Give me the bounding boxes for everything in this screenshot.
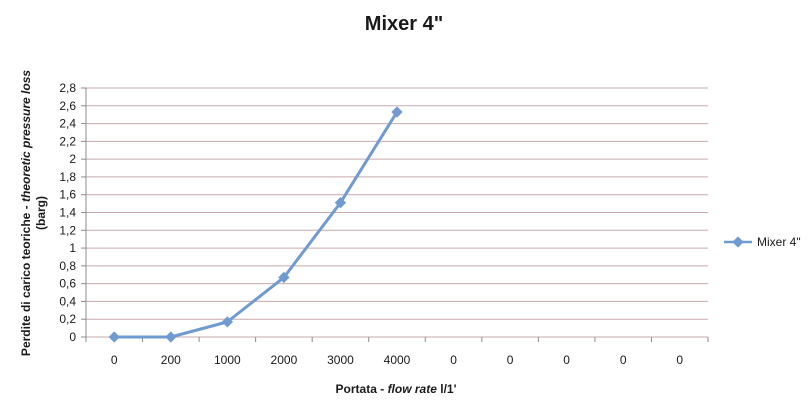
- y-axis-label: Perdite di carico teoriche - theoretic p…: [19, 70, 48, 356]
- x-tick-label: 0: [507, 353, 514, 367]
- data-point: [221, 316, 234, 328]
- legend: Mixer 4": [724, 235, 801, 249]
- x-tick-label: 0: [450, 353, 457, 367]
- data-point: [165, 331, 177, 343]
- y-tick-label: 2,4: [59, 117, 76, 131]
- x-tick-label: 0: [563, 353, 570, 367]
- series-line: [114, 111, 399, 339]
- series-group: [108, 106, 403, 343]
- x-tick-label: 200: [161, 353, 181, 367]
- x-axis-label-main: Portata -: [336, 382, 388, 396]
- x-tick-label: 4000: [384, 353, 411, 367]
- x-axis-label-unit: l/1': [437, 382, 457, 396]
- x-tick-label: 3000: [327, 353, 354, 367]
- x-tick-label: 1000: [214, 353, 241, 367]
- data-point: [278, 271, 290, 284]
- y-axis-label-main: Perdite di carico teoriche -: [19, 202, 33, 356]
- y-tick-label: 0: [69, 330, 76, 344]
- y-tick-label: 1,6: [59, 188, 76, 202]
- y-tick-label: 1: [69, 241, 76, 255]
- x-axis-label: Portata - flow rate l/1': [336, 382, 457, 396]
- y-ticks: 0 0,2 0,4 0,6 0,8 1 1,2 1,4 1,6 1,8 2 2,2 2,4 2,6 2,8: [59, 81, 76, 344]
- x-tick-label: 2000: [271, 353, 298, 367]
- x-tick-label: 0: [620, 353, 627, 367]
- grid: [81, 87, 709, 342]
- y-tick-label: 1,8: [59, 170, 76, 184]
- x-tick-label: 0: [111, 353, 118, 367]
- x-axis-label-italic: flow rate: [388, 382, 438, 396]
- y-tick-label: 2,2: [59, 134, 76, 148]
- y-axis-label-unit: (barg): [34, 196, 48, 230]
- y-tick-label: 2,8: [59, 81, 76, 95]
- legend-diamond-marker: [732, 236, 744, 248]
- data-point: [108, 331, 120, 343]
- legend-label: Mixer 4": [757, 235, 801, 249]
- y-tick-label: 0,8: [59, 259, 76, 273]
- chart-title: Mixer 4": [365, 13, 443, 35]
- x-ticks: 0 200 1000 2000 3000 4000 0 0 0 0 0: [111, 353, 683, 367]
- y-tick-label: 0,6: [59, 277, 76, 291]
- y-tick-label: 0,4: [59, 294, 76, 308]
- y-tick-label: 2,6: [59, 99, 76, 113]
- data-point: [334, 197, 347, 209]
- y-axis-label-italic: theoretic pressure loss: [19, 70, 33, 202]
- x-tick-label: 0: [676, 353, 683, 367]
- y-tick-label: 1,2: [59, 223, 76, 237]
- svg-text:Perdite di carico teoriche - t: Perdite di carico teoriche - theoretic p…: [19, 70, 33, 356]
- y-tick-label: 2: [69, 152, 76, 166]
- y-tick-label: 1,4: [59, 206, 76, 220]
- y-tick-label: 0,2: [59, 312, 76, 326]
